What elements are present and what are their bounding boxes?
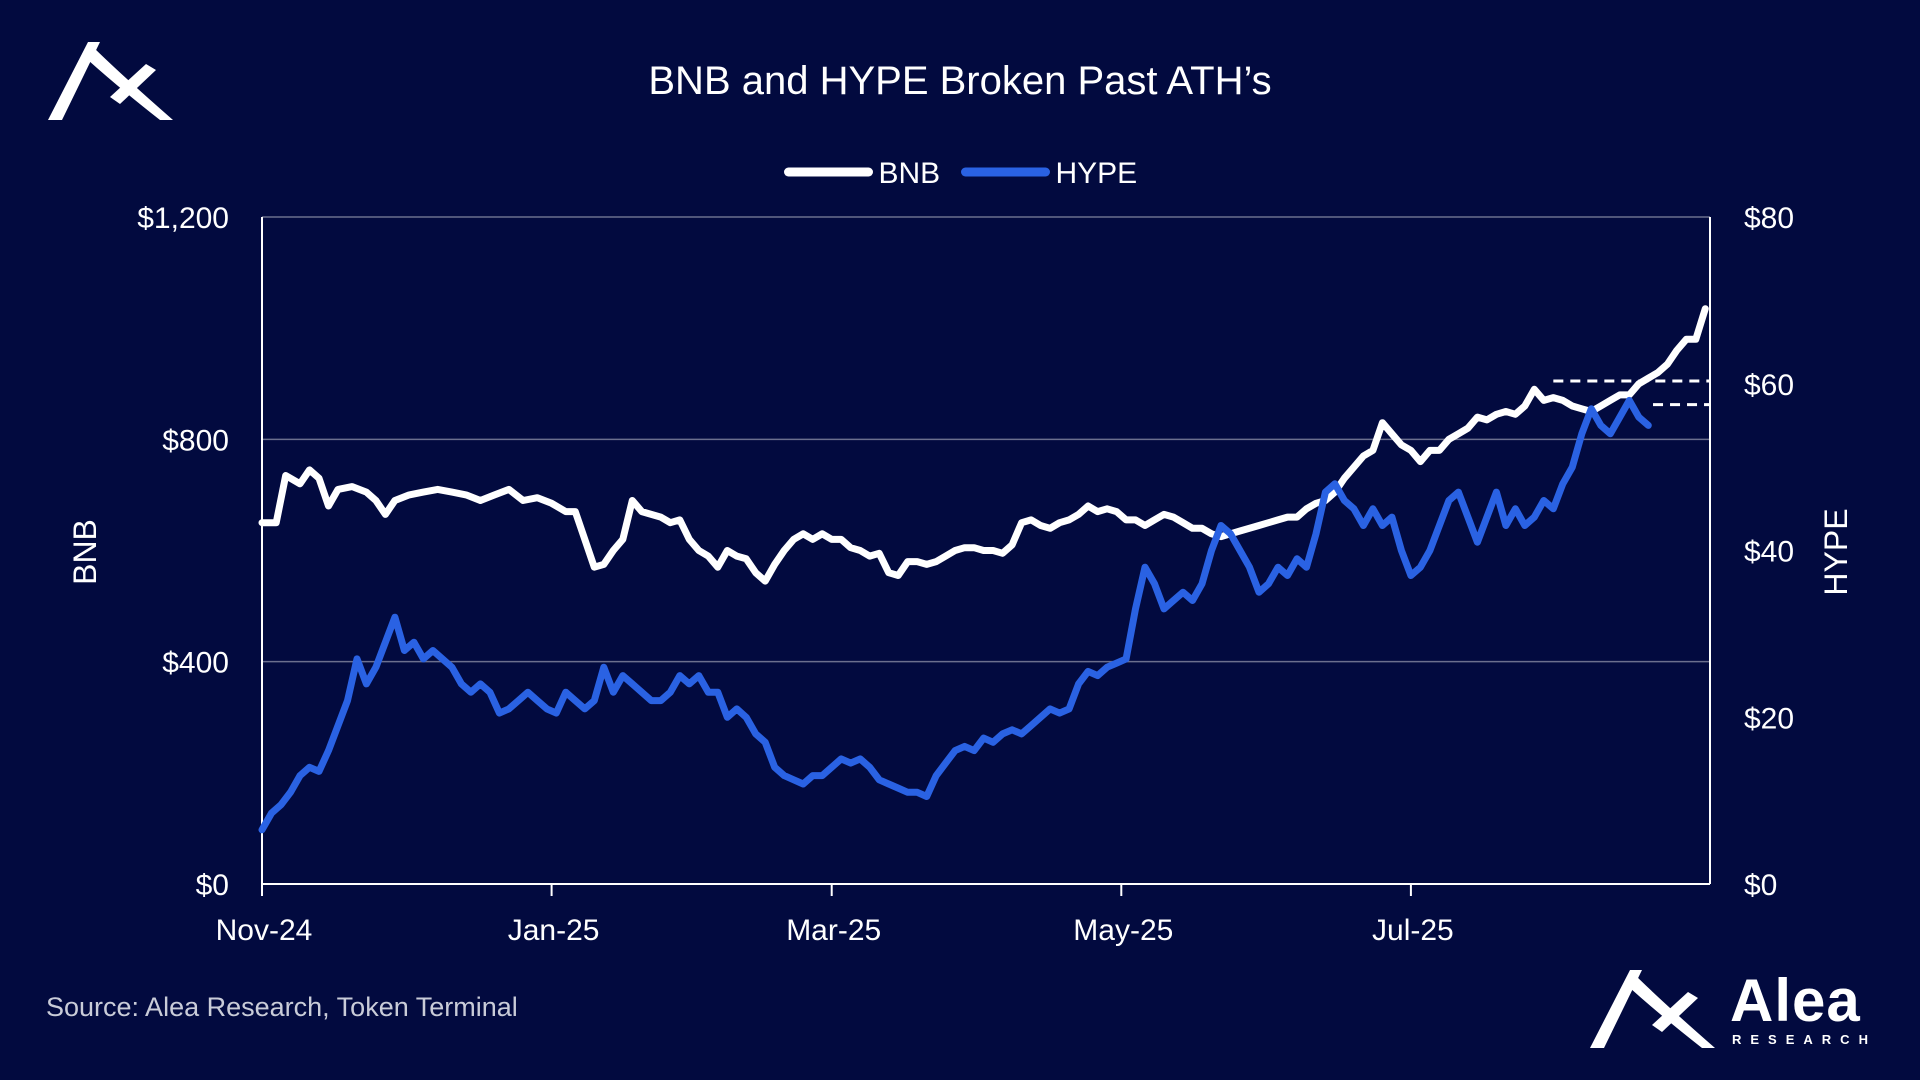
alea-logo-icon [1590,970,1715,1048]
y-right-ticks: $0 $20 $40 $60 $80 [1744,202,1794,902]
brand-name: Alea [1730,967,1861,1034]
source-note: Source: Alea Research, Token Terminal [46,992,518,1022]
y-right-tick-label: $80 [1744,202,1794,235]
y-left-ticks: $0 $400 $800 $1,200 [137,202,229,902]
y-right-tick-label: $0 [1744,869,1777,902]
x-tick-label: Nov-24 [216,914,313,947]
y-right-tick-label: $20 [1744,702,1794,735]
brand-tagline: RESEARCH [1732,1032,1877,1047]
y-right-axis-label: HYPE [1818,508,1854,595]
y-left-tick-label: $400 [162,647,229,680]
series-group [258,305,1710,834]
axes [261,217,1711,885]
series-line-hype [258,396,1652,834]
x-ticks: Nov-24 Jan-25 Mar-25 May-25 Jul-25 [216,884,1454,947]
y-left-tick-label: $0 [196,869,229,902]
chart-legend: BNB HYPE [784,157,1138,190]
x-tick-label: Jul-25 [1372,914,1454,947]
x-tick-label: May-25 [1073,914,1173,947]
chart-title: BNB and HYPE Broken Past ATH’s [648,59,1271,103]
y-left-axis-label: BNB [67,519,103,585]
x-tick-label: Mar-25 [786,914,881,947]
legend-label-hype: HYPE [1056,157,1138,190]
x-tick-label: Jan-25 [508,914,600,947]
y-left-tick-label: $800 [162,424,229,457]
y-left-tick-label: $1,200 [137,202,229,235]
alea-logo-icon [48,42,173,120]
gridlines [262,216,1710,663]
y-right-tick-label: $60 [1744,369,1794,402]
series-line-bnb [258,305,1709,585]
y-right-tick-label: $40 [1744,536,1794,569]
brand-logo: Alea RESEARCH [1590,967,1880,1050]
legend-label-bnb: BNB [879,157,941,190]
